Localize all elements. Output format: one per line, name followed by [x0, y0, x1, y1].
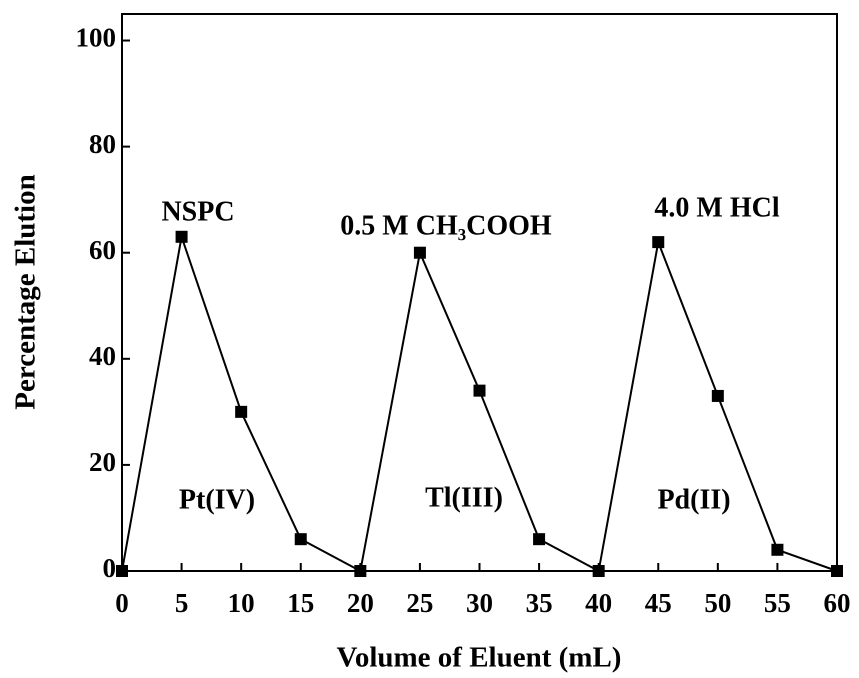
x-tick-label: 55	[764, 588, 791, 618]
y-axis-title: Percentage Elution	[10, 174, 42, 409]
point	[235, 405, 248, 418]
annotation: Pt(IV)	[179, 484, 255, 515]
y-tick-label: 100	[76, 23, 117, 53]
point	[473, 384, 486, 397]
point	[652, 236, 665, 249]
y-tick-label: 0	[103, 553, 117, 583]
x-tick-label: 5	[175, 588, 189, 618]
x-tick-label: 30	[466, 588, 493, 618]
x-tick-label: 0	[115, 588, 129, 618]
annotation: Pd(II)	[657, 484, 730, 515]
point	[413, 246, 426, 259]
annotation: Tl(III)	[425, 482, 503, 513]
point	[294, 533, 307, 546]
annotation: 0.5 M CH₃COOH	[340, 210, 552, 241]
y-tick-label: 80	[89, 129, 116, 159]
point	[771, 543, 784, 556]
x-tick-label: 45	[645, 588, 672, 618]
x-axis-title: Volume of Eluent (mL)	[337, 642, 622, 674]
x-tick-label: 25	[406, 588, 433, 618]
series-line	[121, 236, 838, 573]
point	[592, 565, 605, 577]
point	[175, 230, 188, 243]
y-tick-label: 60	[89, 235, 116, 265]
x-tick-label: 15	[287, 588, 314, 618]
x-tick-label: 20	[347, 588, 374, 618]
y-tick-label: 40	[89, 341, 116, 371]
point	[711, 389, 724, 402]
point	[533, 533, 546, 546]
x-tick-label: 60	[824, 588, 851, 618]
x-tick-label: 40	[585, 588, 612, 618]
point	[116, 565, 128, 577]
point	[831, 565, 843, 577]
point	[354, 565, 367, 577]
annotation: NSPC	[161, 196, 234, 227]
x-tick-label: 35	[526, 588, 553, 618]
y-tick-label: 20	[89, 447, 116, 477]
annotation: 4.0 M HCl	[654, 192, 779, 223]
x-tick-label: 10	[228, 588, 255, 618]
x-tick-label: 50	[704, 588, 731, 618]
